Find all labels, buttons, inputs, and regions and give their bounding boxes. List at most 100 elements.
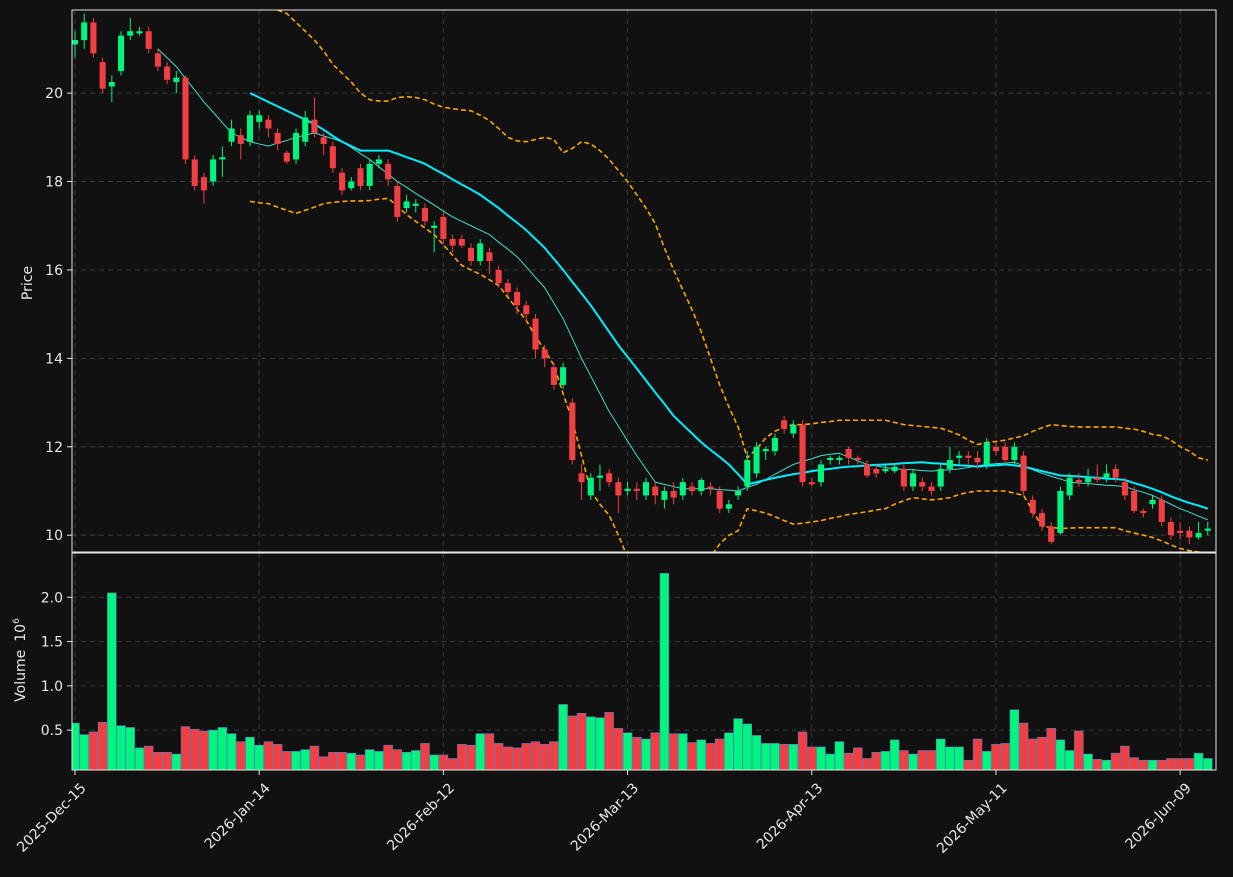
volume-bar bbox=[190, 728, 200, 770]
price-axis-label: Price bbox=[20, 266, 36, 300]
volume-bar bbox=[843, 752, 854, 770]
volume-bar bbox=[816, 746, 826, 770]
volume-bar bbox=[714, 738, 725, 770]
volume-bar bbox=[374, 751, 384, 770]
candle-body bbox=[661, 490, 668, 500]
candle-body bbox=[366, 163, 373, 186]
volume-bar bbox=[180, 726, 191, 770]
candle-body bbox=[633, 488, 640, 491]
candle-body bbox=[449, 239, 456, 246]
volume-bar bbox=[355, 754, 366, 770]
grid-layer bbox=[72, 10, 1216, 770]
candle-body bbox=[836, 457, 843, 461]
volume-bar bbox=[991, 744, 1001, 770]
volume-bar bbox=[272, 744, 283, 770]
candle-body bbox=[1103, 473, 1110, 478]
candle-body bbox=[1057, 490, 1064, 533]
candle-body bbox=[458, 239, 465, 246]
volume-bar bbox=[337, 751, 347, 770]
volume-bar bbox=[107, 592, 117, 770]
volume-bar bbox=[125, 727, 135, 770]
y-tick-label: 1.0 bbox=[41, 679, 63, 695]
candle-body bbox=[81, 22, 88, 41]
candle-body bbox=[891, 466, 898, 472]
candle-body bbox=[228, 128, 235, 142]
volume-bar bbox=[263, 741, 274, 770]
volume-bar bbox=[1028, 738, 1038, 770]
volume-bar bbox=[199, 730, 209, 770]
candle-body bbox=[587, 477, 594, 496]
volume-bar bbox=[807, 746, 817, 770]
candle-body bbox=[320, 137, 327, 144]
volume-bar bbox=[668, 733, 679, 770]
candle-body bbox=[99, 62, 106, 89]
candle-body bbox=[72, 40, 79, 45]
volume-bar bbox=[1000, 743, 1010, 770]
candle-body bbox=[118, 35, 125, 72]
candle-body bbox=[1048, 526, 1055, 542]
volume-bar bbox=[162, 751, 172, 770]
volume-bar bbox=[318, 756, 329, 770]
volume-bar bbox=[530, 741, 541, 770]
volume-bar bbox=[1120, 745, 1130, 770]
volume-bar bbox=[364, 749, 375, 770]
candle-body bbox=[302, 117, 309, 142]
volume-bar bbox=[484, 733, 495, 770]
candle-body bbox=[1204, 528, 1211, 531]
volume-bar bbox=[134, 747, 145, 770]
candle-body bbox=[578, 473, 585, 483]
candle-body bbox=[845, 448, 852, 458]
candle-body bbox=[164, 66, 171, 80]
candle-body bbox=[900, 468, 907, 487]
volume-bar bbox=[1193, 752, 1204, 770]
volume-bar bbox=[438, 754, 449, 770]
volume-bar bbox=[899, 750, 909, 770]
candle-body bbox=[707, 486, 714, 489]
candle-body bbox=[1094, 477, 1101, 480]
y-tick-label: 2.0 bbox=[41, 590, 63, 606]
volume-bar bbox=[797, 731, 808, 770]
candle-body bbox=[274, 132, 281, 144]
volume-bar bbox=[116, 725, 126, 770]
overlay-line bbox=[249, 197, 1207, 552]
volume-bar bbox=[696, 739, 706, 770]
volume-bar bbox=[79, 734, 89, 770]
volume-bar bbox=[567, 715, 578, 770]
candle-body bbox=[182, 77, 189, 160]
candle-body bbox=[1195, 532, 1202, 538]
candle-body bbox=[1121, 482, 1128, 496]
volume-bar bbox=[604, 712, 614, 770]
volume-bar bbox=[88, 731, 99, 770]
volume-bar bbox=[503, 746, 513, 770]
volume-bar bbox=[411, 750, 421, 770]
volume-bar bbox=[558, 704, 568, 770]
volume-bar bbox=[512, 747, 522, 770]
volume-label: Volume bbox=[13, 650, 29, 702]
candle-body bbox=[1011, 446, 1018, 461]
volume-bar bbox=[595, 717, 605, 770]
candle-body bbox=[1066, 477, 1073, 496]
candle-body bbox=[329, 146, 336, 169]
candle-body bbox=[799, 424, 806, 483]
candle-body bbox=[440, 216, 447, 240]
candle-body bbox=[200, 177, 207, 191]
volume-bar bbox=[493, 743, 504, 770]
candle-body bbox=[569, 402, 576, 461]
y-tick-label: 0.5 bbox=[41, 723, 63, 739]
volume-bar bbox=[97, 721, 108, 770]
candle-body bbox=[504, 283, 511, 293]
candle-body bbox=[928, 486, 935, 491]
volume-bar bbox=[825, 753, 835, 770]
volume-bar bbox=[586, 716, 596, 770]
volume-bar bbox=[1092, 759, 1102, 770]
candle-body bbox=[256, 115, 263, 122]
volume-bar bbox=[963, 759, 974, 770]
candle-body bbox=[1020, 455, 1027, 491]
volume-bar bbox=[300, 749, 310, 770]
volume-bar bbox=[733, 718, 743, 770]
volume-bar bbox=[853, 747, 863, 770]
volume-bar bbox=[346, 752, 357, 770]
candle-body bbox=[1177, 530, 1184, 533]
candle-body bbox=[735, 490, 742, 496]
volume-bar bbox=[208, 729, 218, 770]
